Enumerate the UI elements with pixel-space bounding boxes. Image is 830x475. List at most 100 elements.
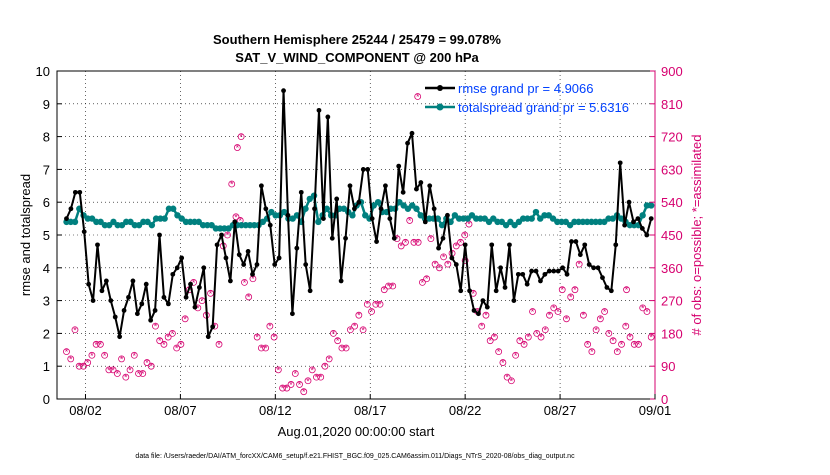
obs-possible-marker (588, 348, 596, 356)
obs-assimilated-marker: * (255, 333, 259, 343)
obs-outlier-marker (414, 93, 422, 100)
rmse-point (449, 255, 455, 261)
obs-outlier-marker (461, 257, 469, 264)
rmse-point (591, 265, 597, 271)
obs-possible-marker (435, 264, 443, 272)
obs-possible-marker (605, 329, 613, 337)
rmse-point (427, 183, 433, 189)
rmse-point (321, 216, 326, 222)
x-tick-label: 08/17 (354, 403, 387, 418)
obs-possible-marker (397, 242, 405, 250)
obs-assimilated-marker: * (149, 362, 153, 372)
grid-layer (57, 71, 655, 399)
obs-assimilated-marker: * (340, 343, 344, 353)
rmse-point (285, 212, 291, 218)
rmse-point (365, 167, 371, 172)
obs-possible-marker (622, 322, 630, 330)
rmse-point (551, 268, 557, 274)
obs-possible-marker (427, 235, 435, 243)
obs-assimilated-marker: * (412, 238, 416, 248)
rmse-point (458, 288, 464, 294)
rmse-point (352, 206, 357, 212)
rmse-point (480, 298, 486, 303)
obs-possible-marker (613, 348, 621, 356)
rmse-point (577, 252, 583, 258)
rmse-point (241, 262, 247, 267)
obs-possible-marker (135, 370, 142, 377)
obs-assimilated-marker: * (586, 340, 590, 350)
rmse-point (72, 189, 78, 195)
obs-assimilated-marker: * (616, 347, 620, 357)
obs-assimilated-marker: * (620, 340, 624, 350)
rmse-point (152, 308, 158, 313)
obs-possible-marker (512, 351, 520, 359)
y-right-tick-label: 360 (661, 261, 683, 276)
rmse-point (635, 216, 641, 222)
rmse-point (445, 212, 450, 218)
rmse-point (263, 206, 269, 212)
rmse-point (626, 199, 632, 205)
obs-possible-marker (228, 180, 236, 188)
obs-possible-marker (541, 326, 549, 334)
rmse-point (396, 163, 402, 169)
y-left-tick-label: 0 (43, 392, 50, 407)
obs-possible-marker (173, 344, 181, 352)
obs-assimilated-marker: * (166, 333, 170, 343)
obs-assimilated-marker: * (99, 340, 103, 350)
obs-possible-marker (618, 340, 625, 348)
rmse-point (232, 219, 238, 225)
obs-possible-marker (380, 286, 388, 294)
rmse-point (281, 88, 286, 94)
obs-possible-marker (75, 362, 83, 370)
rmse-point (409, 130, 415, 136)
rmse-point (290, 311, 295, 317)
obs-assimilated-marker: * (69, 354, 73, 364)
totalspread-point (315, 218, 322, 226)
rmse-point (440, 235, 446, 241)
totalspread-point (302, 205, 309, 212)
obs-assimilated-marker: * (548, 311, 552, 321)
rmse-point (68, 206, 74, 212)
y-left-tick-label: 2 (43, 326, 50, 341)
rmse-point (586, 262, 592, 267)
rmse-point (378, 206, 384, 212)
obs-possible-marker (330, 329, 337, 337)
obs-possible-marker (546, 311, 553, 319)
rmse-point (170, 271, 176, 277)
obs-assimilated-marker: * (302, 387, 306, 397)
obs-possible-marker (300, 388, 308, 396)
obs-possible-marker (109, 366, 117, 374)
rmse-point (196, 285, 202, 290)
obs-assimilated-marker: * (234, 212, 238, 222)
obs-assimilated-marker: * (408, 216, 412, 226)
obs-assimilated-marker: * (535, 329, 539, 339)
rmse-point (303, 262, 309, 267)
y-left-tick-label: 3 (43, 294, 50, 309)
rmse-point (400, 189, 406, 195)
legend-spread-marker (436, 103, 444, 111)
y-left-tick-label: 9 (43, 97, 50, 112)
rmse-series (64, 88, 654, 340)
obs-assimilated-marker: * (433, 260, 437, 270)
obs-assimilated-marker: * (522, 340, 526, 350)
y-left-tick-label: 6 (43, 195, 50, 210)
obs-possible-marker (181, 315, 189, 323)
obs-assimilated-marker: * (442, 252, 446, 262)
obs-assimilated-marker: * (336, 336, 340, 346)
rmse-point (236, 252, 242, 258)
obs-possible-marker (550, 304, 558, 312)
obs-assimilated-marker: * (217, 340, 221, 350)
chart-title-line2: SAT_V_WIND_COMPONENT @ 200 hPa (235, 50, 479, 65)
obs-outlier-assimilated: * (416, 92, 420, 102)
rmse-point (179, 255, 185, 261)
rmse-point (542, 271, 548, 277)
rmse-point (334, 196, 340, 202)
obs-possible-marker (584, 340, 592, 348)
obs-assimilated-marker: * (361, 325, 365, 335)
rmse-point (639, 226, 645, 231)
obs-possible-marker (313, 373, 320, 381)
obs-possible-marker (130, 351, 138, 359)
rmse-point (272, 262, 278, 267)
obs-possible-marker (257, 344, 265, 352)
